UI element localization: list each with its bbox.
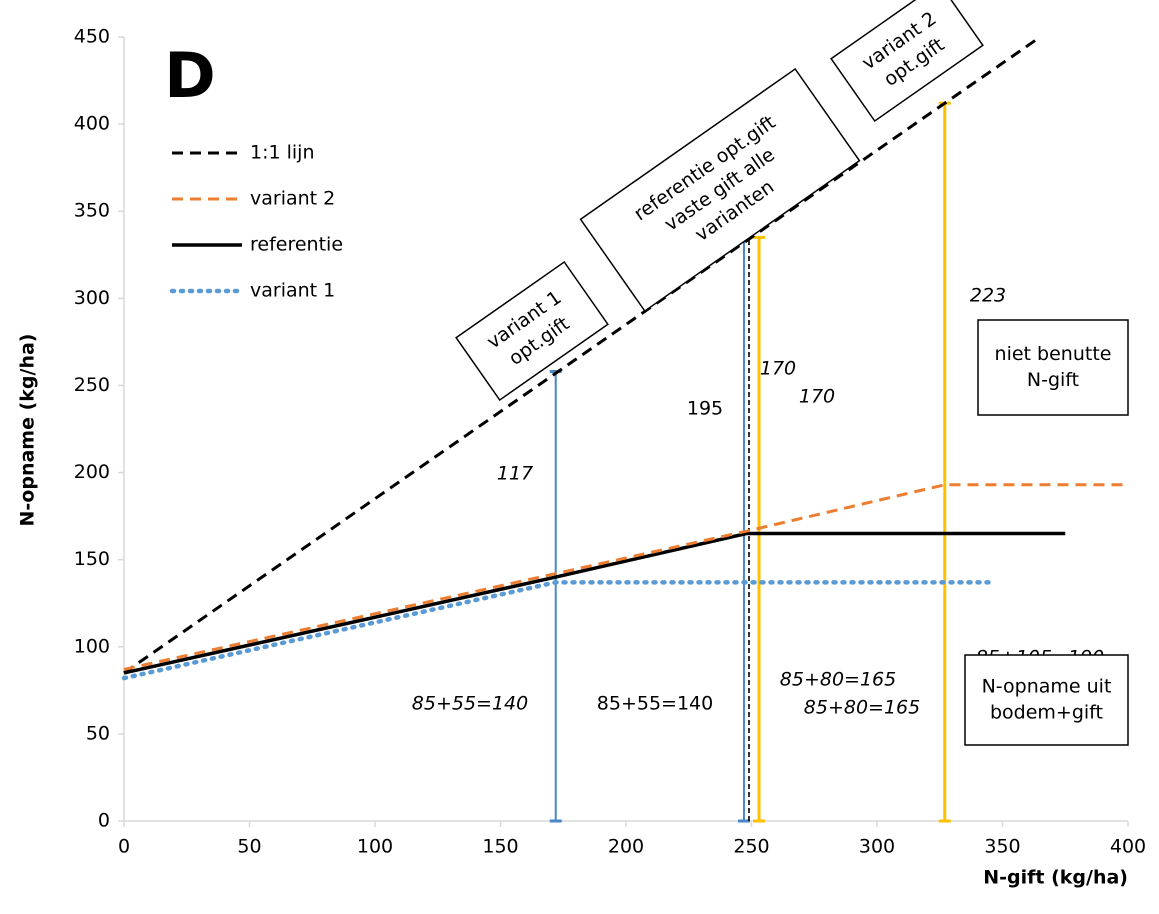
x-tick-label: 400 — [1110, 836, 1146, 858]
annotation: 170 — [760, 358, 796, 380]
legend-label: 1:1 lijn — [250, 142, 315, 164]
box-frame — [579, 67, 861, 313]
annotation: 223 — [970, 285, 1006, 307]
x-tick-label: 50 — [237, 836, 261, 858]
legend-label: referentie — [250, 234, 343, 256]
x-tick-label: 200 — [608, 836, 644, 858]
y-tick-label: 400 — [74, 113, 110, 135]
box-frame — [455, 260, 609, 402]
annotation-box — [964, 654, 1129, 746]
legend-label: variant 1 — [250, 280, 335, 302]
x-tick-label: 150 — [482, 836, 518, 858]
annotation: 85+55=140 — [597, 693, 713, 715]
x-tick-label: 100 — [357, 836, 393, 858]
x-tick-label: 0 — [118, 836, 130, 858]
x-axis-label: N-gift (kg/ha) — [983, 867, 1128, 889]
y-tick-label: 0 — [98, 810, 110, 832]
y-tick-label: 350 — [74, 200, 110, 222]
annotation: 170 — [799, 386, 835, 408]
series-line — [123, 531, 1066, 675]
y-tick-label: 100 — [74, 635, 110, 657]
y-tick-label: 150 — [74, 548, 110, 570]
annotation: 85+80=165 — [804, 697, 920, 719]
series-line — [123, 35, 1042, 675]
x-tick-label: 350 — [984, 836, 1020, 858]
y-tick-label: 250 — [74, 374, 110, 396]
annotation: 85+80=165 — [780, 669, 896, 691]
y-axis-label: N-opname (kg/ha) — [17, 334, 39, 527]
chart-title: D — [164, 39, 215, 112]
y-tick-label: 200 — [74, 461, 110, 483]
box-text: N-gift — [1027, 369, 1079, 391]
series-line — [121, 580, 998, 681]
y-tick-label: 300 — [74, 287, 110, 309]
annotation: 195 — [687, 398, 723, 420]
box-frame — [830, 0, 984, 123]
x-tick-label: 250 — [733, 836, 769, 858]
series-line — [123, 483, 1128, 671]
x-tick-label: 300 — [859, 836, 895, 858]
legend-label: variant 2 — [250, 188, 335, 210]
y-tick-label: 50 — [86, 722, 110, 744]
box-text: N-opname uit — [982, 676, 1112, 698]
annotation-box — [977, 319, 1129, 416]
box-text: bodem+gift — [990, 702, 1103, 724]
y-tick-label: 450 — [74, 26, 110, 48]
box-text: niet benutte — [995, 343, 1112, 365]
annotation: 85+55=140 — [412, 693, 528, 715]
annotation: 117 — [497, 463, 533, 485]
